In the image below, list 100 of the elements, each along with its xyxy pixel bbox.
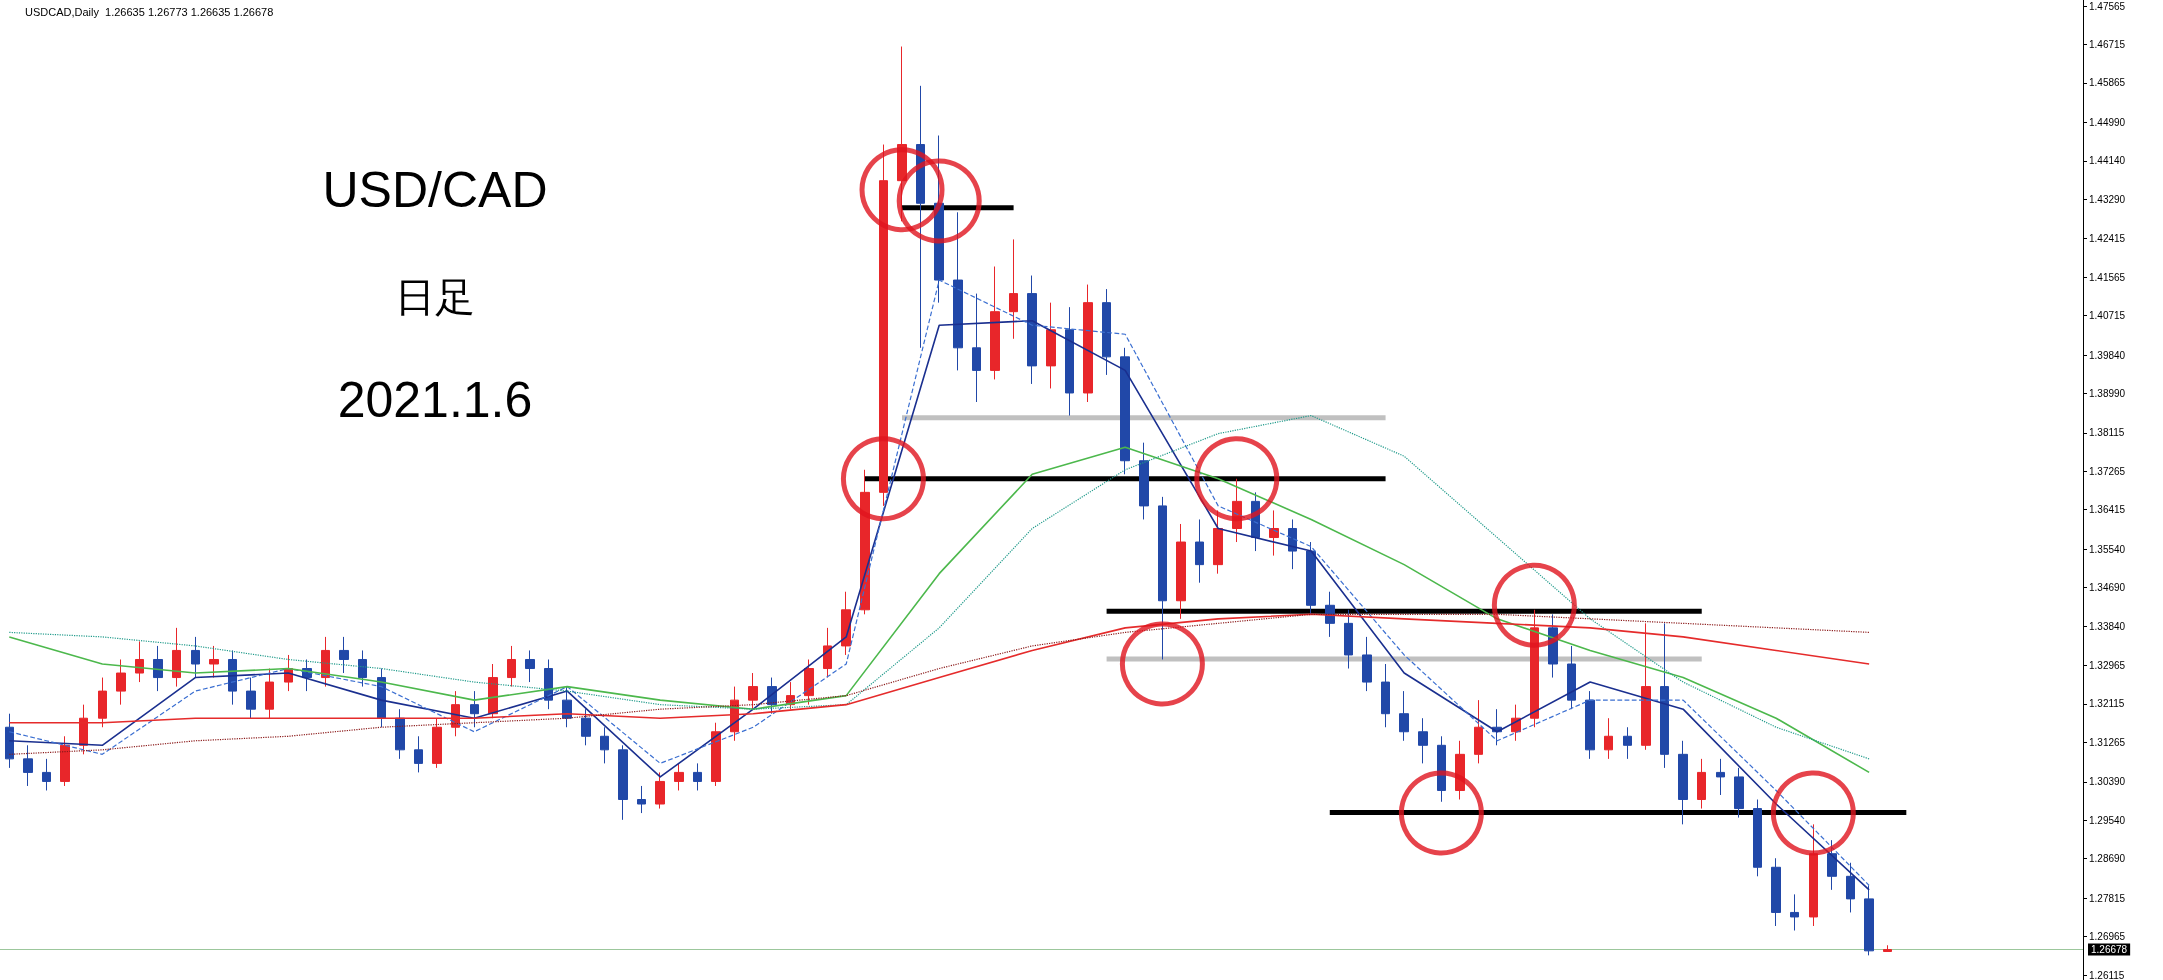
point bbox=[896, 158, 982, 244]
y-tick-label: 1.37265 bbox=[2089, 465, 2126, 477]
point bbox=[1491, 562, 1577, 648]
candlestick bbox=[879, 144, 888, 507]
y-tick-label: 1.39840 bbox=[2089, 349, 2126, 361]
y-tick-label: 1.42415 bbox=[2089, 233, 2126, 245]
candlestick bbox=[972, 293, 981, 403]
y-tick-label: 1.44140 bbox=[2089, 155, 2126, 167]
candlestick bbox=[1827, 839, 1837, 891]
candlestick bbox=[1102, 288, 1111, 376]
y-tick-label: 1.30390 bbox=[2089, 776, 2126, 788]
candlestick bbox=[581, 708, 591, 746]
candlestick bbox=[135, 640, 144, 683]
candlestick bbox=[1362, 636, 1372, 692]
candlestick bbox=[1660, 622, 1669, 769]
point bbox=[1194, 436, 1280, 522]
ref-line-label: 1.26678 bbox=[2091, 944, 2128, 956]
candlestick bbox=[172, 627, 181, 688]
candlestick bbox=[1604, 717, 1613, 760]
y-tick-label: 1.35540 bbox=[2089, 543, 2126, 555]
candlestick bbox=[414, 735, 423, 773]
candlestick bbox=[1065, 306, 1074, 417]
candlestick bbox=[1399, 690, 1409, 742]
y-tick-label: 1.43290 bbox=[2089, 193, 2126, 205]
y-tick-label: 1.45865 bbox=[2089, 77, 2126, 89]
candlestick bbox=[1083, 284, 1093, 403]
y-tick-label: 1.26115 bbox=[2089, 969, 2125, 980]
candlestick bbox=[953, 211, 963, 371]
y-tick-label: 1.47565 bbox=[2089, 0, 2126, 12]
candlestick bbox=[1883, 944, 1892, 953]
text: USD/CAD bbox=[322, 162, 548, 218]
candlestick bbox=[1344, 609, 1353, 670]
candlestick bbox=[191, 636, 200, 679]
candlestick bbox=[1418, 717, 1428, 764]
y-tick-label: 1.36415 bbox=[2089, 504, 2126, 516]
point bbox=[841, 436, 926, 522]
candlestick bbox=[209, 645, 219, 679]
candlestick bbox=[358, 649, 367, 688]
candlestick bbox=[1697, 758, 1706, 810]
candlestick bbox=[1306, 541, 1316, 615]
y-tick-label: 1.32115 bbox=[2089, 698, 2125, 710]
candlestick bbox=[674, 762, 684, 791]
line-series bbox=[8, 613, 1870, 755]
candlestick bbox=[1009, 238, 1018, 340]
candlestick bbox=[823, 627, 832, 679]
y-tick-label: 1.32965 bbox=[2089, 660, 2126, 672]
candlestick bbox=[600, 726, 609, 764]
candlestick bbox=[1120, 347, 1130, 475]
candlestick bbox=[525, 649, 535, 683]
candlestick bbox=[1139, 442, 1149, 520]
y-tick-label: 1.38115 bbox=[2089, 427, 2125, 439]
candlestick bbox=[1213, 509, 1223, 575]
candlestick bbox=[470, 690, 479, 728]
y-tick-label: 1.44990 bbox=[2089, 116, 2126, 128]
candlestick bbox=[693, 762, 702, 791]
y-tick-label: 1.27815 bbox=[2089, 892, 2126, 904]
candlestick bbox=[246, 677, 256, 719]
y-tick-label: 1.29540 bbox=[2089, 814, 2126, 826]
candlestick bbox=[804, 658, 814, 706]
candlestick bbox=[1567, 645, 1576, 710]
candlestick bbox=[1809, 823, 1818, 927]
candlestick bbox=[655, 771, 665, 810]
candlestick bbox=[1046, 302, 1056, 389]
candlestick bbox=[395, 708, 405, 760]
candlestick bbox=[711, 722, 721, 787]
y-tick-label: 1.38990 bbox=[2089, 387, 2126, 399]
y-tick-label: 1.28690 bbox=[2089, 853, 2126, 865]
candlestick bbox=[1864, 884, 1874, 956]
point bbox=[859, 147, 945, 233]
candlestick bbox=[5, 713, 14, 769]
candlestick bbox=[1790, 893, 1799, 932]
point bbox=[1119, 621, 1205, 707]
candlestick bbox=[1623, 726, 1632, 760]
candlestick bbox=[618, 744, 628, 821]
candlestick bbox=[748, 672, 758, 710]
candlestick bbox=[116, 658, 126, 706]
point bbox=[1398, 770, 1484, 856]
candlestick bbox=[562, 686, 572, 728]
candlestick bbox=[1734, 767, 1744, 819]
candlestick bbox=[42, 758, 51, 791]
candlestick bbox=[1846, 862, 1855, 913]
candlestick bbox=[153, 645, 163, 692]
y-tick-label: 1.46715 bbox=[2089, 38, 2126, 50]
y-tick-label: 1.31265 bbox=[2089, 736, 2126, 748]
y-tick-label: 1.33840 bbox=[2089, 620, 2126, 632]
candlestick bbox=[1269, 509, 1279, 557]
annotation: 2021.1.6 bbox=[337, 372, 533, 428]
candlestick bbox=[1771, 857, 1781, 927]
y-tick-label: 1.41565 bbox=[2089, 271, 2126, 283]
candlestick bbox=[265, 668, 274, 719]
point bbox=[1770, 770, 1856, 856]
candlestick bbox=[1158, 496, 1167, 660]
candlestick bbox=[23, 744, 33, 787]
candlestick bbox=[1753, 799, 1762, 877]
candlestick bbox=[1678, 740, 1688, 825]
candlestick bbox=[1437, 735, 1446, 803]
candlestick bbox=[1716, 758, 1725, 796]
y-tick-label: 1.34690 bbox=[2089, 582, 2126, 594]
candlestick bbox=[1176, 523, 1186, 620]
candlestick bbox=[1027, 275, 1037, 385]
